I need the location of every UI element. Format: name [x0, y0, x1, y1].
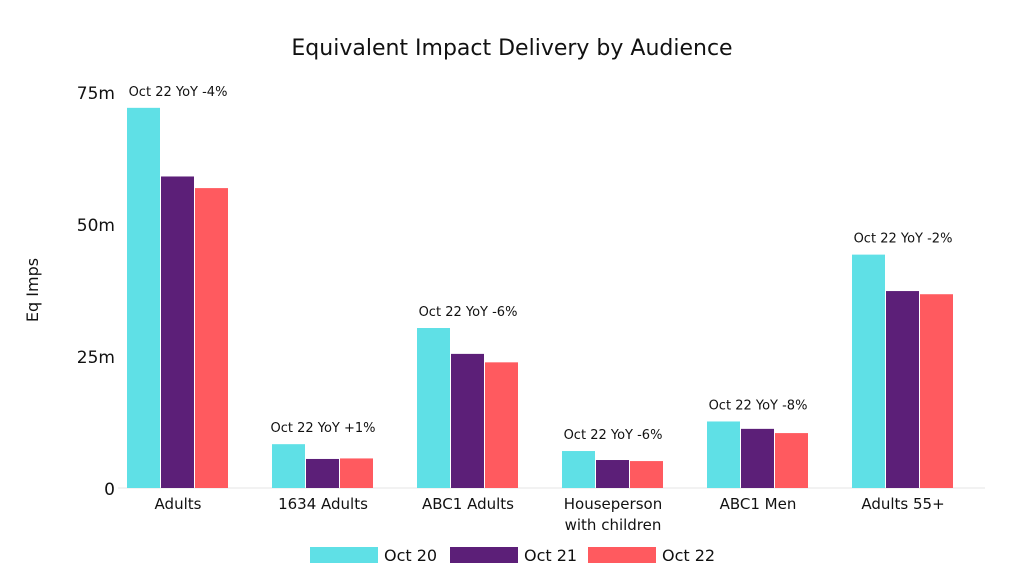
bar — [562, 451, 595, 488]
yoy-annotation: Oct 22 YoY -6% — [419, 305, 518, 320]
bar — [272, 444, 305, 488]
bar — [451, 353, 484, 488]
bar — [195, 188, 228, 488]
bar — [920, 294, 953, 488]
legend-swatch — [450, 547, 518, 563]
bar — [417, 328, 450, 488]
x-axis-labels: Adults 1634 Adults ABC1 Adults Houseperson w… — [155, 495, 945, 534]
x-tick-label: Adults — [155, 495, 202, 513]
yoy-annotation: Oct 22 YoY -2% — [854, 232, 953, 247]
bar — [852, 254, 885, 488]
bar — [596, 460, 629, 488]
annotations: Oct 22 YoY -4% Oct 22 YoY +1% Oct 22 YoY -… — [129, 85, 953, 443]
y-axis-label: Eq Imps — [23, 258, 42, 322]
yoy-annotation: Oct 22 YoY -6% — [564, 428, 663, 443]
legend-swatch — [310, 547, 378, 563]
legend: Oct 20 Oct 21 Oct 22 — [310, 546, 715, 565]
bar — [306, 458, 339, 488]
bar — [485, 362, 518, 488]
bars — [127, 107, 953, 489]
bar — [741, 428, 774, 488]
x-tick-label: Houseperson — [564, 495, 662, 513]
yoy-annotation: Oct 22 YoY -8% — [709, 398, 808, 413]
y-tick-label: 50m — [77, 216, 115, 236]
y-tick-label: 75m — [77, 84, 115, 104]
y-tick-label: 25m — [77, 348, 115, 368]
legend-label: Oct 22 — [662, 546, 715, 565]
legend-label: Oct 20 — [384, 546, 437, 565]
yoy-annotation: Oct 22 YoY -4% — [129, 85, 228, 100]
x-tick-label: Adults 55+ — [861, 495, 944, 513]
bar — [707, 421, 740, 488]
bar — [161, 176, 194, 489]
y-axis-ticks: 0 25m 50m 75m — [77, 84, 115, 500]
bar — [127, 107, 160, 488]
legend-swatch — [588, 547, 656, 563]
bar — [886, 291, 919, 488]
legend-label: Oct 21 — [524, 546, 577, 565]
bar — [630, 461, 663, 488]
chart-title: Equivalent Impact Delivery by Audience — [291, 36, 732, 61]
x-tick-label: with children — [565, 516, 662, 534]
y-tick-label: 0 — [104, 480, 115, 500]
x-tick-label: ABC1 Adults — [422, 495, 514, 513]
yoy-annotation: Oct 22 YoY +1% — [270, 421, 375, 436]
x-tick-label: 1634 Adults — [278, 495, 368, 513]
bar — [340, 458, 373, 488]
x-tick-label: ABC1 Men — [720, 495, 797, 513]
bar — [775, 433, 808, 488]
